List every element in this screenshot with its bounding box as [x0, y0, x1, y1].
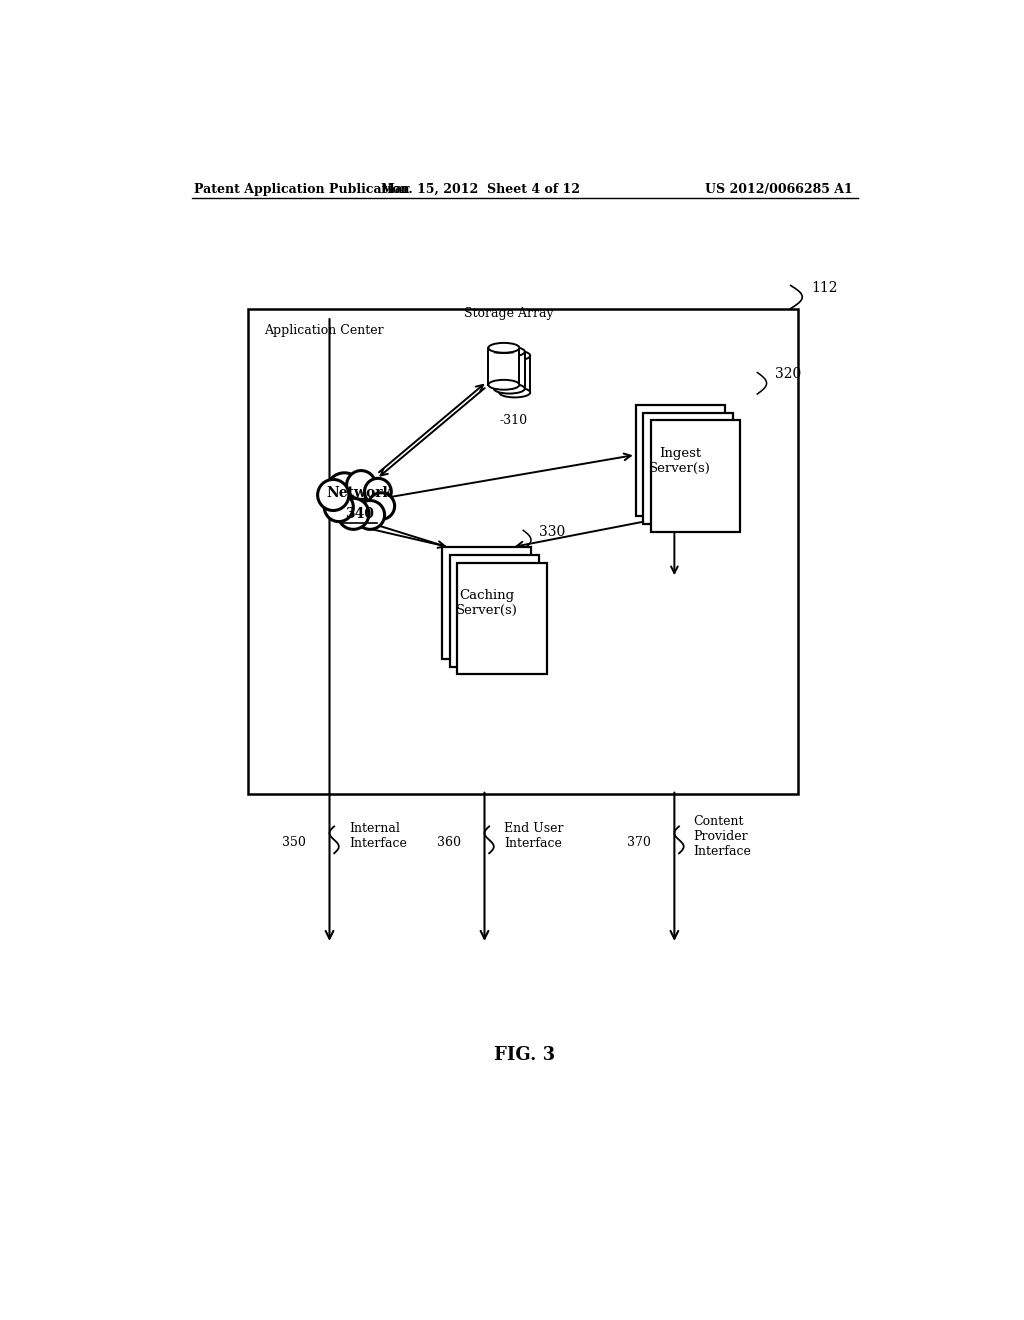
Text: FIG. 3: FIG. 3 [495, 1047, 555, 1064]
Text: Application Center: Application Center [263, 323, 383, 337]
Circle shape [365, 478, 391, 506]
Circle shape [325, 492, 353, 521]
Bar [458, 562, 547, 675]
Circle shape [347, 471, 376, 499]
Bar [248, 309, 799, 793]
Bar [643, 413, 732, 524]
Circle shape [317, 479, 349, 511]
Circle shape [338, 499, 369, 529]
Text: Patent Application Publication: Patent Application Publication [194, 183, 410, 197]
Text: End User
Interface: End User Interface [504, 822, 563, 850]
Text: 330: 330 [539, 525, 565, 539]
Bar [442, 548, 531, 659]
Circle shape [355, 500, 385, 529]
Bar [651, 420, 740, 532]
Circle shape [327, 473, 362, 508]
Text: US 2012/0066285 A1: US 2012/0066285 A1 [705, 183, 853, 197]
Text: 370: 370 [628, 836, 651, 849]
Bar [636, 405, 725, 516]
Text: Network: Network [327, 486, 393, 499]
Text: Caching
Server(s): Caching Server(s) [456, 589, 517, 616]
Text: 320: 320 [775, 367, 802, 381]
Bar [488, 348, 519, 385]
Ellipse shape [488, 380, 519, 389]
Bar [494, 351, 524, 388]
Text: 112: 112 [812, 281, 838, 294]
Ellipse shape [500, 351, 530, 360]
Text: Content
Provider
Interface: Content Provider Interface [693, 814, 752, 858]
Ellipse shape [494, 347, 524, 356]
Bar [500, 355, 530, 392]
Text: -310: -310 [500, 414, 528, 428]
Text: Ingest
Server(s): Ingest Server(s) [649, 446, 711, 475]
Text: 340: 340 [345, 507, 374, 521]
Bar [450, 554, 539, 667]
Text: Mar. 15, 2012  Sheet 4 of 12: Mar. 15, 2012 Sheet 4 of 12 [381, 183, 581, 197]
Text: 360: 360 [437, 836, 461, 849]
Ellipse shape [488, 343, 519, 352]
Ellipse shape [500, 388, 530, 397]
Text: Storage Array: Storage Array [464, 308, 553, 321]
Text: Internal
Interface: Internal Interface [349, 822, 407, 850]
Circle shape [368, 492, 394, 519]
Ellipse shape [494, 384, 524, 393]
Text: 350: 350 [283, 836, 306, 849]
